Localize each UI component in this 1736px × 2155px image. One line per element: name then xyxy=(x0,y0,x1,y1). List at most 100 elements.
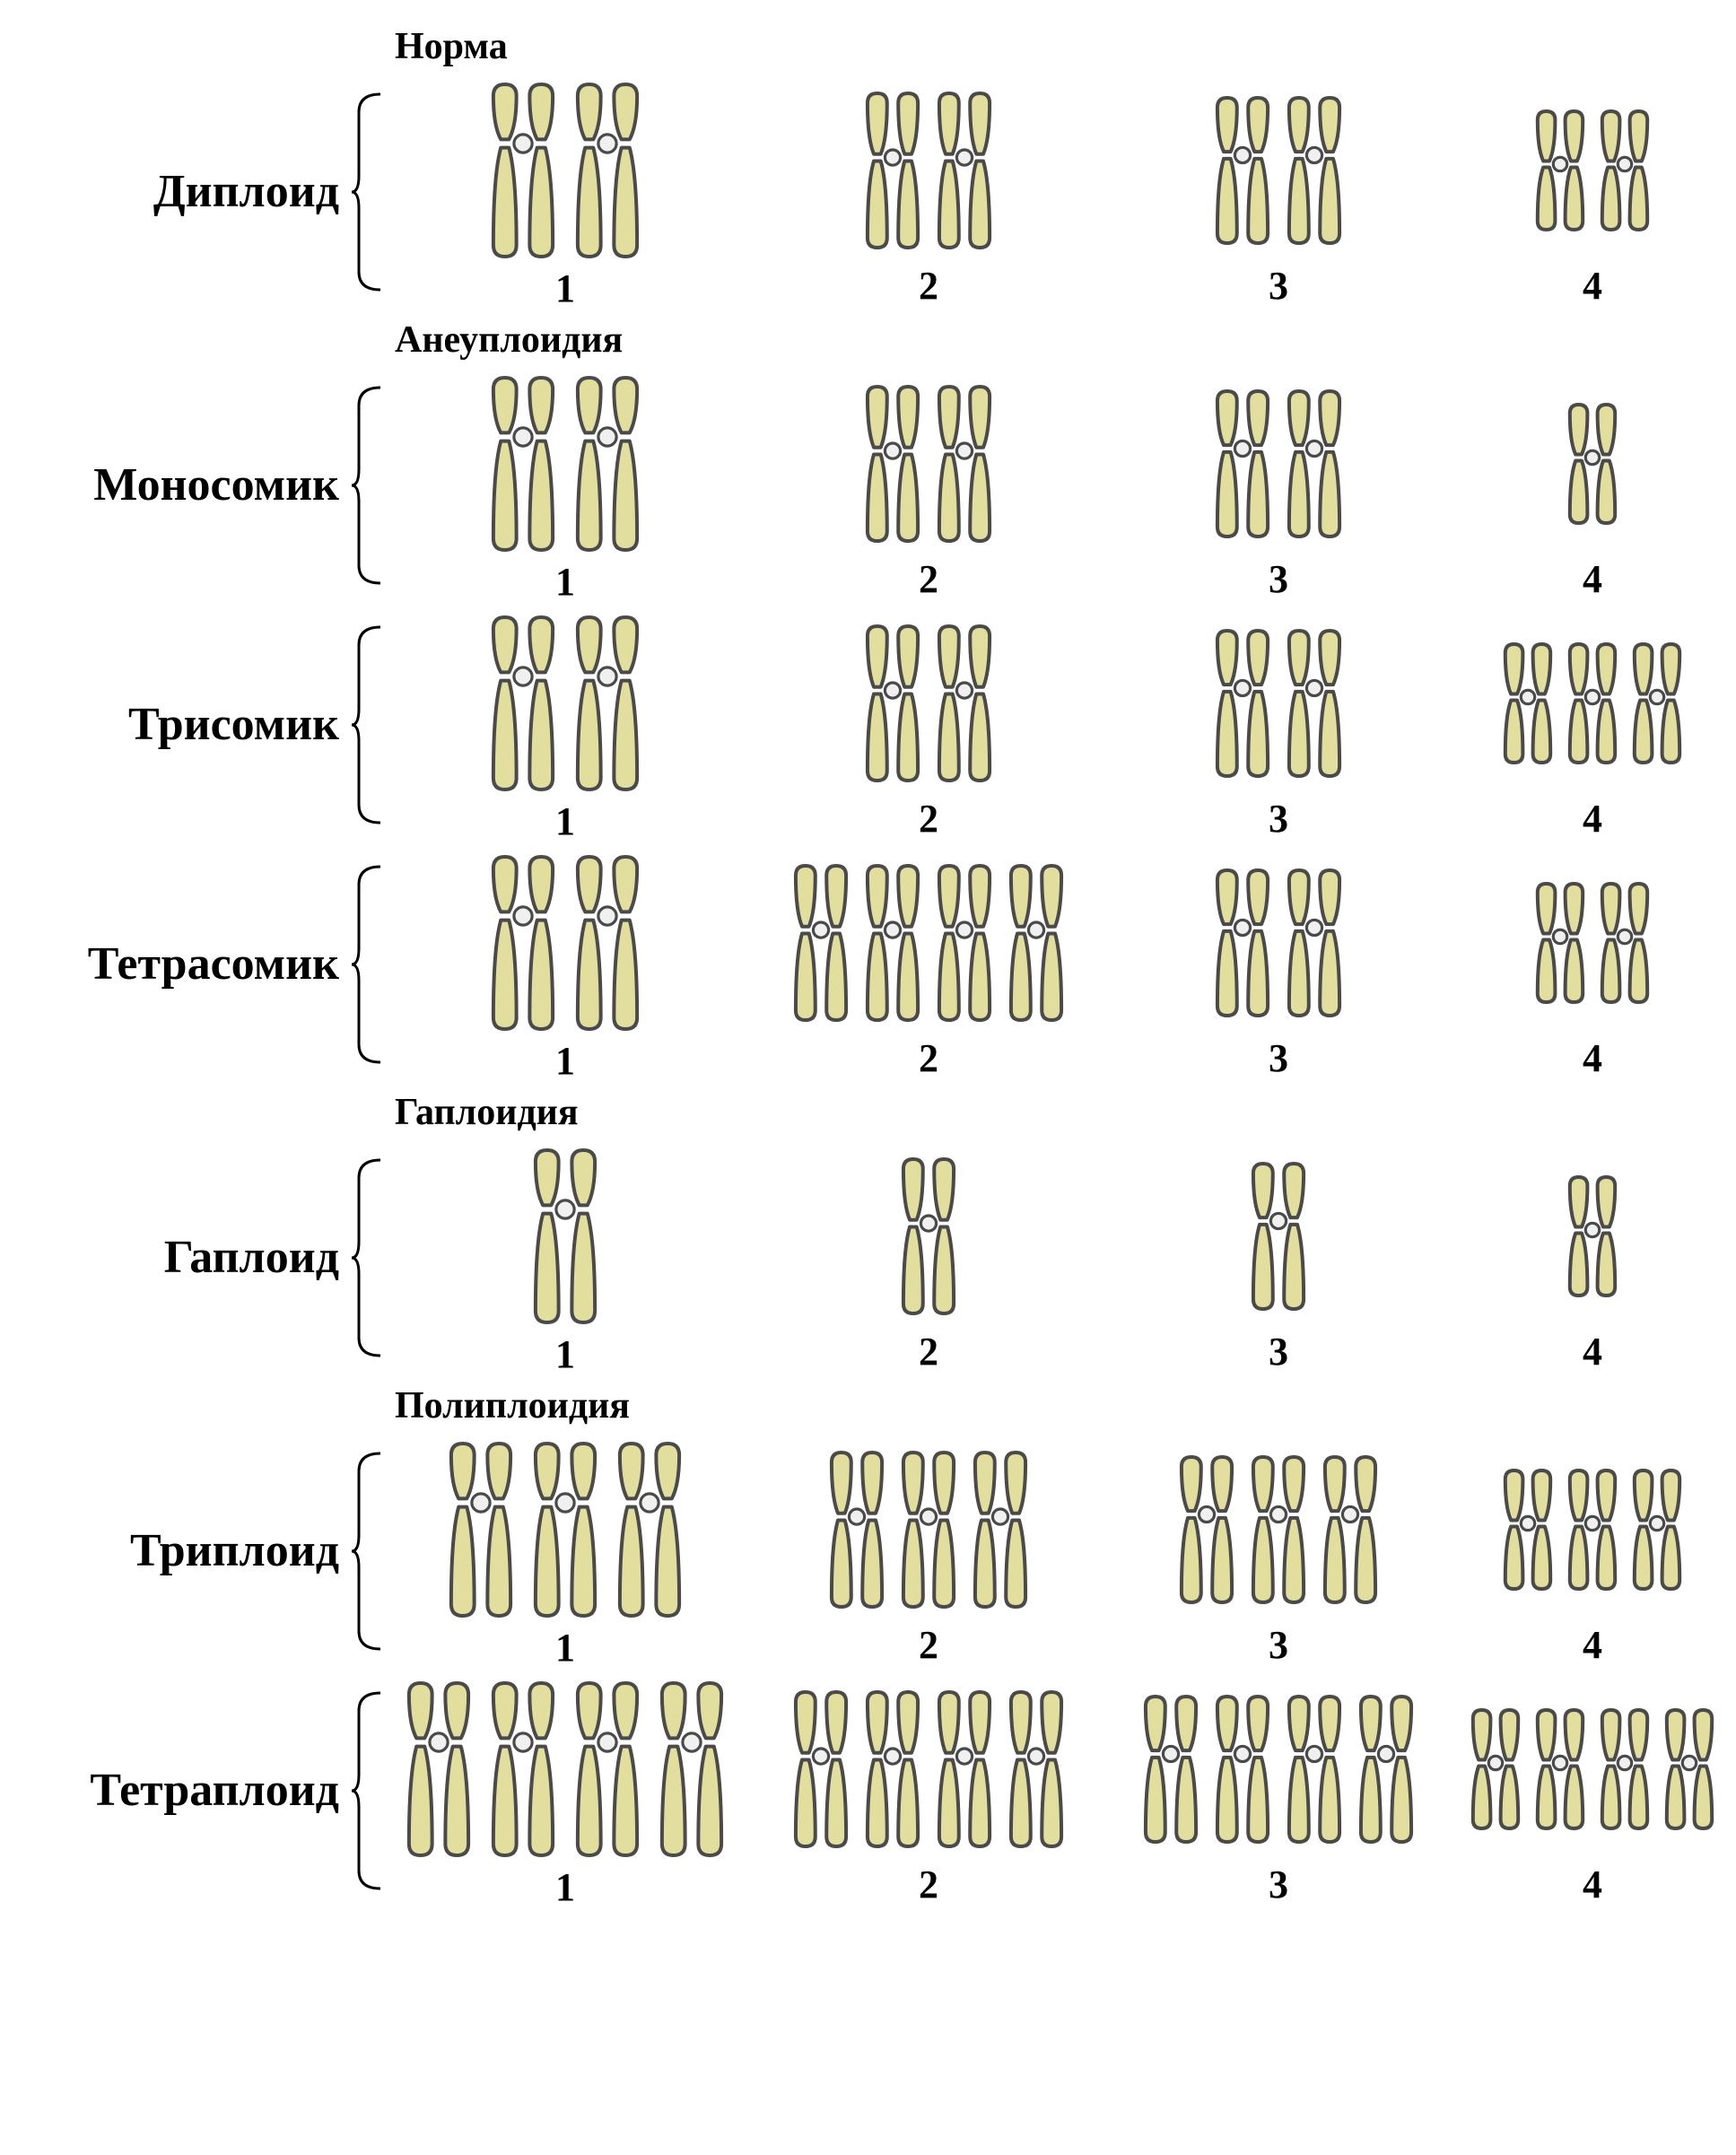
chromosome-icon xyxy=(482,374,564,554)
chromosome-group: 2 xyxy=(745,75,1112,309)
chromosome-icon xyxy=(929,623,999,784)
chromosome-set xyxy=(786,1683,1071,1856)
chromosome-group: 1 xyxy=(386,605,745,844)
chromosome-icon xyxy=(1208,94,1278,247)
chromosome-icon xyxy=(1496,641,1559,766)
chromosome-icon xyxy=(1561,1173,1624,1299)
chromosome-icon xyxy=(1208,867,1278,1019)
chromosome-group: 4 xyxy=(1444,75,1736,309)
chromosome-icon xyxy=(1593,880,1656,1006)
chromosome-icon xyxy=(482,853,564,1033)
row-brace xyxy=(350,365,386,605)
chromosome-icon xyxy=(1464,1706,1527,1832)
chromosome-icon xyxy=(482,614,564,793)
chromosome-icon xyxy=(1279,388,1349,540)
row-label: Тетрасомик xyxy=(18,938,350,990)
chromosome-set xyxy=(1208,617,1349,790)
chromosome-group: 4 xyxy=(1444,1435,1736,1668)
group-number: 2 xyxy=(919,796,938,842)
group-number: 4 xyxy=(1583,263,1602,309)
row-label: Триплоид xyxy=(18,1524,350,1577)
ploidy-diagram: НормаДиплоид 1 2 3 xyxy=(18,25,1736,1910)
chromosome-icon xyxy=(1136,1693,1206,1845)
chromosome-icon xyxy=(929,1688,999,1850)
group-number: 4 xyxy=(1583,796,1602,842)
chromosome-group: 3 xyxy=(1112,608,1444,842)
row-brace xyxy=(350,1431,386,1671)
chromosome-icon xyxy=(1243,1453,1313,1606)
group-number: 2 xyxy=(919,556,938,602)
chromosome-icon xyxy=(524,1147,606,1326)
chromosome-group: 2 xyxy=(745,1141,1112,1374)
curly-brace-icon xyxy=(350,1688,386,1894)
chromosome-set xyxy=(482,81,649,260)
chromosome-set xyxy=(440,1440,691,1619)
chromosome-icon xyxy=(1529,1706,1592,1832)
chromosome-group: 3 xyxy=(1112,1141,1444,1374)
chromosome-icon xyxy=(786,1688,856,1850)
chromosome-icon xyxy=(858,1688,928,1850)
chromosome-group: 3 xyxy=(1112,848,1444,1081)
curly-brace-icon xyxy=(350,861,386,1068)
chromosome-set xyxy=(786,857,1071,1030)
group-number: 1 xyxy=(555,1331,575,1377)
row-brace xyxy=(350,605,386,844)
chromosome-icon xyxy=(1279,867,1349,1019)
chromosome-set xyxy=(1208,84,1349,257)
chromosome-icon xyxy=(858,623,928,784)
chromosome-group: 3 xyxy=(1112,1435,1444,1668)
chromosome-set xyxy=(858,378,999,551)
chromosome-group: 1 xyxy=(386,844,745,1084)
chromosome-icon xyxy=(1529,880,1592,1006)
chromosome-icon xyxy=(1593,1706,1656,1832)
chromosome-icon xyxy=(1315,1453,1385,1606)
group-number: 2 xyxy=(919,1622,938,1668)
chromosome-icon xyxy=(1172,1453,1242,1606)
chromosome-icon xyxy=(858,383,928,545)
chromosome-set xyxy=(482,853,649,1033)
chromosome-icon xyxy=(858,862,928,1024)
chromosome-icon xyxy=(1208,388,1278,540)
chromosome-set xyxy=(1496,1444,1688,1617)
chromosome-group: 2 xyxy=(745,608,1112,842)
group-number: 3 xyxy=(1269,1862,1288,1907)
curly-brace-icon xyxy=(350,382,386,589)
ploidy-row: Триплоид 1 2 xyxy=(18,1431,1736,1671)
chromosome-set xyxy=(482,614,649,793)
section-header: Полиплоидия xyxy=(395,1384,754,1427)
chromosome-icon xyxy=(650,1680,733,1859)
chromosome-set xyxy=(1136,1683,1421,1856)
section-header: Гаплоидия xyxy=(395,1091,754,1134)
row-label: Тетраплоид xyxy=(18,1764,350,1817)
group-number: 4 xyxy=(1583,1329,1602,1374)
chromosome-group: 1 xyxy=(386,1138,745,1377)
group-number: 1 xyxy=(555,266,575,311)
ploidy-row: Тетрасомик 1 2 xyxy=(18,844,1736,1084)
chromosome-icon xyxy=(1561,641,1624,766)
chromosome-group: 4 xyxy=(1444,848,1736,1081)
chromosome-set xyxy=(1529,84,1656,257)
chromosome-icon xyxy=(822,1449,892,1610)
ploidy-row: Трисомик 1 2 3 xyxy=(18,605,1736,844)
ploidy-row: Моносомик 1 2 3 xyxy=(18,365,1736,605)
chromosome-icon xyxy=(397,1680,480,1859)
chromosome-icon xyxy=(786,862,856,1024)
chromosome-icon xyxy=(858,90,928,251)
chromosome-set xyxy=(1172,1444,1385,1617)
chromosome-icon xyxy=(965,1449,1035,1610)
chromosome-icon xyxy=(929,383,999,545)
chromosome-icon xyxy=(1529,108,1592,233)
group-number: 1 xyxy=(555,559,575,605)
chromosome-group: 4 xyxy=(1444,608,1736,842)
group-number: 4 xyxy=(1583,556,1602,602)
curly-brace-icon xyxy=(350,1155,386,1361)
chromosome-group: 1 xyxy=(386,1671,745,1910)
chromosome-icon xyxy=(482,1680,564,1859)
chromosome-group: 3 xyxy=(1112,1674,1444,1907)
ploidy-row: Гаплоид 1 2 3 4 xyxy=(18,1138,1736,1377)
chromosome-set xyxy=(1529,857,1656,1030)
chromosome-group: 4 xyxy=(1444,369,1736,602)
chromosome-icon xyxy=(440,1440,522,1619)
chromosome-icon xyxy=(1561,1467,1624,1592)
row-label: Гаплоид xyxy=(18,1231,350,1284)
